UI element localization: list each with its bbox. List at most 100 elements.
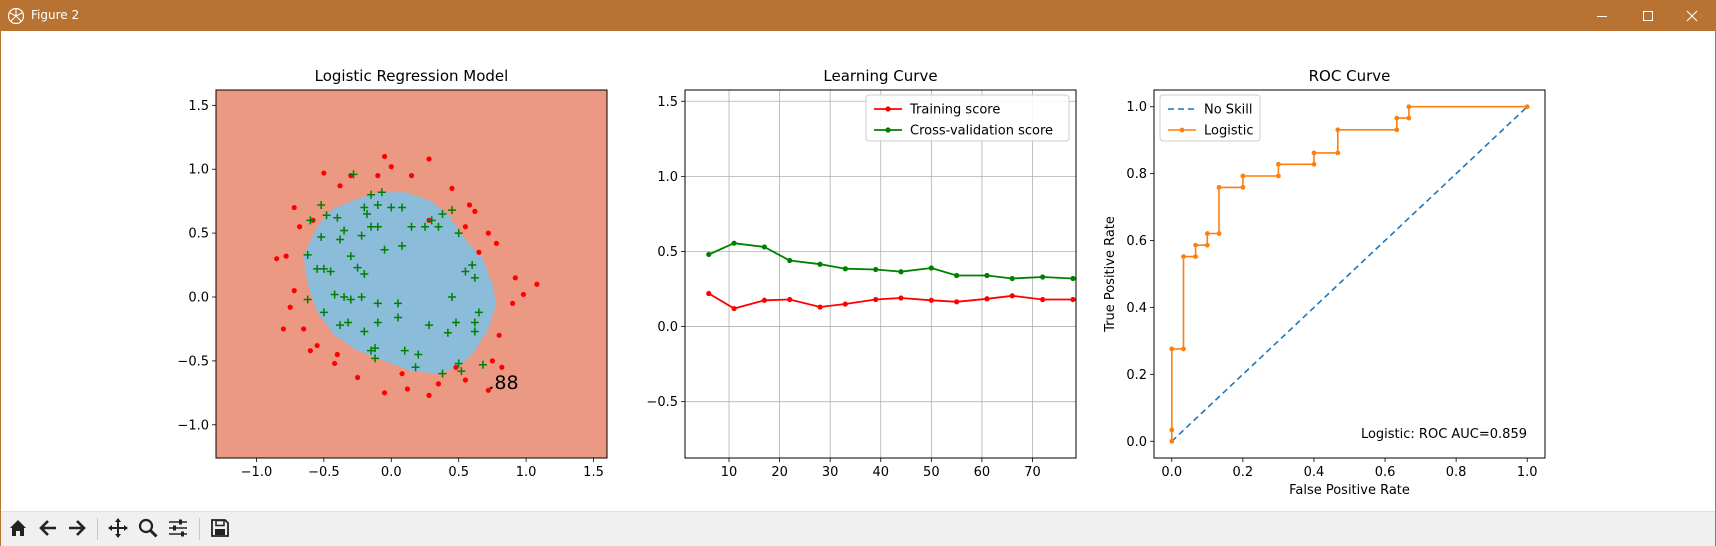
y-tick-label: 0.5 — [188, 227, 209, 242]
y-tick-label: 0.5 — [657, 245, 678, 260]
chart-title: ROC Curve — [1309, 67, 1391, 85]
y-tick-label: −0.5 — [646, 395, 678, 410]
class0-point — [301, 326, 307, 332]
training-score-point — [761, 297, 768, 303]
logistic-roc-point — [1276, 161, 1281, 167]
x-tick-label: 0.5 — [448, 465, 469, 480]
class1-point — [470, 318, 479, 327]
matplotlib-icon — [7, 7, 25, 25]
zoom-icon — [138, 518, 158, 538]
class1-point — [371, 354, 380, 363]
back-button[interactable] — [35, 515, 61, 541]
class0-point — [426, 156, 432, 162]
pan-button[interactable] — [105, 515, 131, 541]
class0-point — [354, 374, 361, 381]
class0-point — [337, 183, 343, 189]
legend-marker — [1179, 127, 1185, 133]
class1-point — [398, 203, 407, 212]
axes-frame — [1153, 89, 1546, 459]
cv-score-point — [731, 240, 737, 246]
minimize-icon — [1597, 16, 1607, 17]
save-button[interactable] — [207, 515, 233, 541]
zoom-button[interactable] — [135, 515, 161, 541]
cv-score-point — [954, 272, 960, 279]
axes-frame — [684, 89, 1077, 459]
logistic-roc-point — [1169, 427, 1175, 433]
minimize-button[interactable] — [1579, 1, 1625, 31]
close-button[interactable] — [1669, 1, 1715, 31]
class1-point — [478, 360, 487, 369]
class0-point — [296, 224, 303, 230]
class1-point — [438, 209, 447, 218]
class1-point — [373, 299, 382, 308]
class0-point — [274, 256, 280, 262]
cv-score-point — [873, 266, 879, 273]
class0-point — [321, 170, 327, 176]
class1-point — [346, 252, 355, 261]
class1-point — [303, 295, 312, 304]
cv-score-point — [898, 269, 904, 275]
navigation-toolbar — [1, 511, 1715, 546]
configure-subplots-button[interactable] — [165, 515, 191, 541]
no-skill-line — [1171, 106, 1528, 442]
x-tick-label: 1.0 — [1517, 465, 1538, 480]
class1-point — [353, 263, 362, 272]
y-tick-label: 1.0 — [188, 163, 209, 178]
legend-label: No Skill — [1204, 103, 1252, 118]
class1-point — [317, 201, 326, 209]
class1-point — [427, 216, 436, 225]
class0-point — [291, 204, 297, 211]
x-tick-label: −0.5 — [308, 465, 340, 480]
training-score-point — [898, 295, 904, 301]
class0-point — [307, 348, 313, 354]
class0-point — [462, 224, 469, 230]
class1-point — [447, 293, 456, 301]
legend-marker — [885, 106, 891, 112]
class1-point — [333, 213, 342, 222]
class0-point — [375, 173, 381, 179]
class0-point — [466, 202, 473, 208]
class1-point — [319, 308, 328, 317]
y-tick-label: 1.5 — [657, 95, 678, 110]
x-tick-label: 10 — [721, 465, 738, 480]
class0-point — [485, 387, 491, 393]
class0-point — [510, 300, 516, 306]
class1-point — [319, 264, 328, 273]
home-button[interactable] — [5, 515, 31, 541]
class1-point — [457, 367, 466, 376]
chart-title: Learning Curve — [823, 67, 937, 85]
figure-canvas: .88 −1.0 −0.5 0.0 0.5 1.0 1.5 −1.0 −0.5 0.0 0.5 1.0… — [1, 31, 1715, 511]
x-tick-label: 1.0 — [516, 465, 537, 480]
class0-point — [388, 164, 394, 170]
training-score-point — [984, 296, 990, 302]
cv-score-point — [787, 257, 793, 264]
class0-point — [283, 253, 289, 259]
y-tick-label: 0.8 — [1126, 167, 1147, 182]
class1-point — [326, 267, 335, 276]
cv-score-point — [984, 272, 990, 279]
x-tick-label: −1.0 — [241, 465, 273, 480]
class0-point — [485, 230, 491, 236]
x-tick-label: 1.5 — [583, 465, 604, 480]
class1-point — [380, 245, 389, 254]
class0-point — [426, 392, 432, 398]
class1-point — [373, 201, 382, 209]
y-tick-label: −1.0 — [177, 418, 209, 433]
class1-point — [434, 222, 443, 231]
logistic-roc-point — [1240, 184, 1246, 190]
logistic-roc-point — [1406, 104, 1412, 110]
class1-point — [468, 261, 477, 270]
x-tick-label: 30 — [822, 465, 839, 480]
x-tick-label: 0.0 — [1161, 465, 1182, 480]
class0-point — [489, 358, 495, 364]
class0-point — [381, 153, 388, 160]
class1-point — [340, 226, 349, 235]
cv-score-point — [1040, 274, 1046, 280]
class0-point — [462, 377, 469, 383]
forward-button[interactable] — [64, 515, 90, 541]
maximize-button[interactable] — [1625, 1, 1671, 31]
class1-point — [447, 206, 456, 215]
training-score-point — [842, 301, 848, 307]
cv-score-line — [708, 242, 1074, 280]
logistic-roc-point — [1169, 438, 1175, 444]
